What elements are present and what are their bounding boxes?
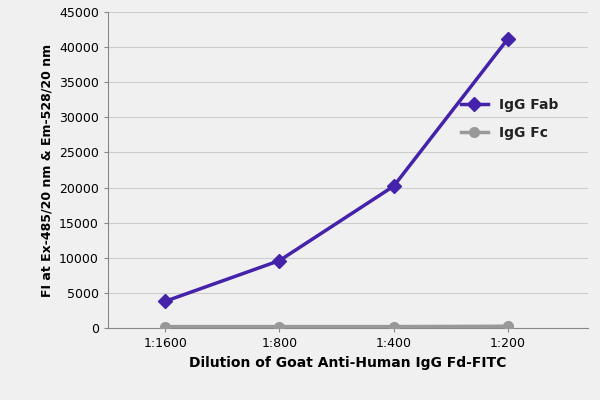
IgG Fc [505, 324, 512, 329]
Legend: IgG Fab, IgG Fc: IgG Fab, IgG Fc [461, 98, 559, 140]
Y-axis label: FI at Ex-485/20 nm & Em-528/20 nm: FI at Ex-485/20 nm & Em-528/20 nm [41, 44, 53, 296]
Line: IgG Fab: IgG Fab [160, 34, 513, 306]
IgG Fab [161, 299, 169, 304]
Line: IgG Fc: IgG Fc [160, 321, 513, 332]
IgG Fc [276, 324, 283, 329]
IgG Fab [390, 184, 397, 188]
X-axis label: Dilution of Goat Anti-Human IgG Fd-FITC: Dilution of Goat Anti-Human IgG Fd-FITC [190, 356, 506, 370]
IgG Fab [505, 36, 512, 41]
IgG Fc [161, 324, 169, 329]
IgG Fab [276, 258, 283, 263]
IgG Fc [390, 324, 397, 329]
